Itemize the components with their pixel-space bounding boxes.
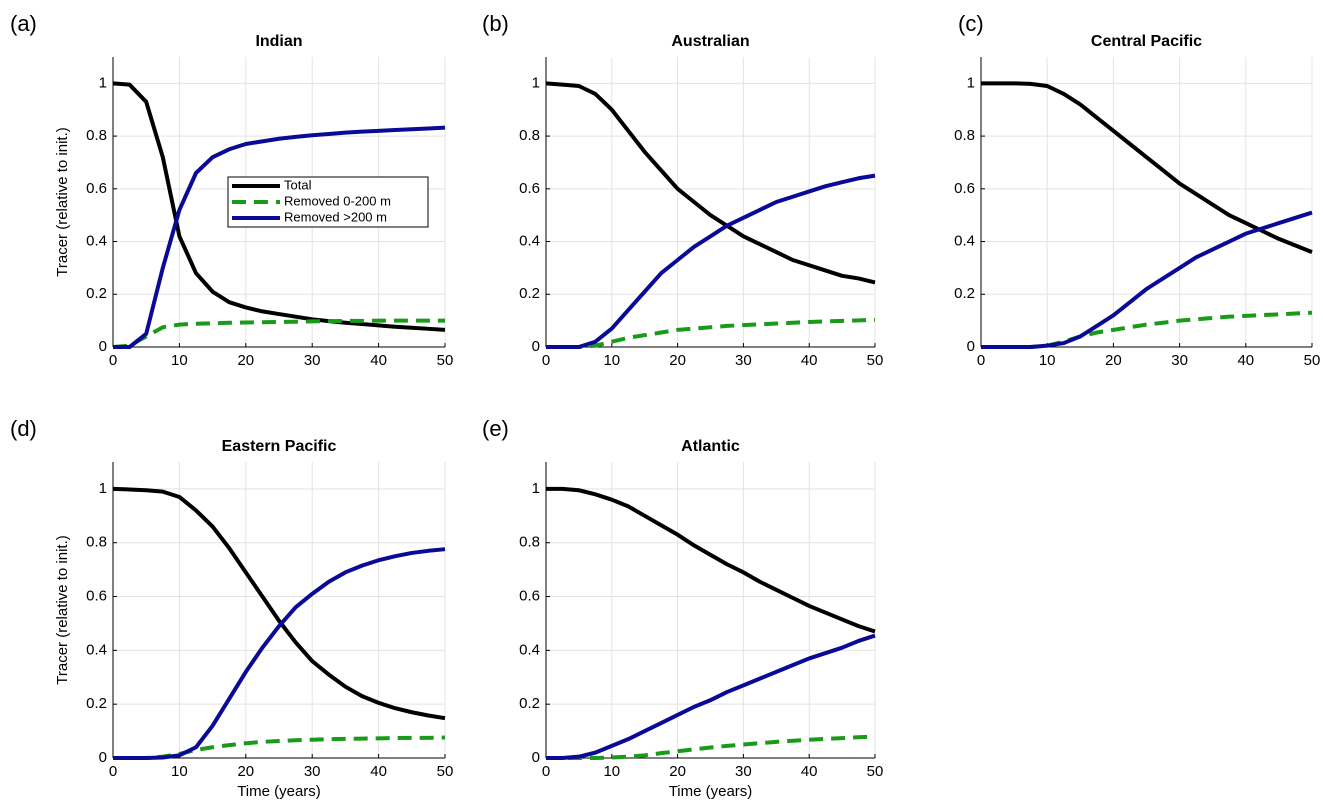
panel-label: (a) [10, 11, 37, 36]
data-line [545, 81, 876, 285]
x-tick-label: 0 [542, 763, 550, 780]
chart-title: Atlantic [681, 438, 740, 455]
x-tick-label: 30 [1171, 352, 1188, 369]
y-tick-label: 0.8 [519, 127, 540, 144]
y-tick-label: 0.8 [86, 534, 107, 551]
y-tick-label: 0.8 [86, 127, 107, 144]
x-tick-label: 0 [977, 352, 985, 369]
data-line [546, 734, 876, 760]
x-tick-label: 0 [109, 352, 117, 369]
y-tick-label: 0.6 [519, 180, 540, 197]
y-tick-label: 0.6 [519, 588, 540, 605]
data-line [112, 318, 445, 349]
chart-title: Australian [671, 33, 749, 50]
data-line [981, 310, 1313, 349]
data-line [546, 633, 876, 760]
x-tick-label: 30 [304, 763, 321, 780]
x-tick-label: 50 [437, 763, 454, 780]
data-line [113, 125, 446, 349]
data-line [113, 547, 446, 760]
y-tick-label: 0.4 [954, 233, 975, 250]
x-tick-label: 30 [735, 763, 752, 780]
x-tick-label: 20 [669, 352, 686, 369]
x-tick-label: 20 [1105, 352, 1122, 369]
x-tick-label: 40 [1237, 352, 1254, 369]
data-line [546, 317, 876, 349]
legend-label: Total [284, 177, 312, 192]
y-tick-label: 1 [532, 480, 540, 497]
chart-title: Central Pacific [1091, 33, 1202, 50]
x-tick-label: 20 [237, 763, 254, 780]
y-tick-label: 1 [532, 74, 540, 91]
y-tick-label: 0.4 [519, 233, 540, 250]
y-tick-label: 0 [967, 338, 975, 355]
x-tick-label: 50 [867, 763, 884, 780]
y-tick-label: 0.6 [86, 588, 107, 605]
data-line [546, 173, 876, 349]
y-tick-label: 0 [99, 338, 107, 355]
y-tick-label: 0.2 [519, 285, 540, 302]
x-axis-label: Time (years) [669, 783, 753, 800]
x-tick-label: 30 [735, 352, 752, 369]
x-tick-label: 20 [237, 352, 254, 369]
y-tick-label: 0.6 [954, 180, 975, 197]
y-axis-label: Tracer (relative to init.) [54, 535, 71, 684]
panel-label: (d) [10, 416, 37, 441]
data-line [112, 81, 446, 332]
y-tick-label: 0.2 [519, 695, 540, 712]
x-tick-label: 10 [171, 763, 188, 780]
x-tick-label: 20 [669, 763, 686, 780]
x-tick-label: 50 [867, 352, 884, 369]
x-tick-label: 10 [603, 352, 620, 369]
y-tick-label: 0.4 [86, 641, 107, 658]
data-line [981, 210, 1313, 349]
data-line [113, 735, 446, 760]
x-tick-label: 40 [370, 352, 387, 369]
x-tick-label: 10 [603, 763, 620, 780]
x-tick-label: 0 [542, 352, 550, 369]
y-axis-label: Tracer (relative to init.) [54, 127, 71, 276]
y-tick-label: 1 [99, 74, 107, 91]
x-tick-label: 10 [171, 352, 188, 369]
y-tick-label: 1 [967, 74, 975, 91]
x-tick-label: 0 [109, 763, 117, 780]
panel-label: (c) [958, 11, 984, 36]
chart-title: Indian [255, 33, 302, 50]
y-tick-label: 0.6 [86, 180, 107, 197]
y-tick-label: 0.8 [519, 534, 540, 551]
y-tick-label: 1 [99, 480, 107, 497]
y-tick-label: 0.2 [86, 285, 107, 302]
y-tick-label: 0 [532, 749, 540, 766]
legend-label: Removed >200 m [284, 209, 387, 224]
x-tick-label: 40 [370, 763, 387, 780]
x-tick-label: 50 [437, 352, 454, 369]
x-tick-label: 30 [304, 352, 321, 369]
y-tick-label: 0.4 [86, 233, 107, 250]
y-tick-label: 0 [99, 749, 107, 766]
x-tick-label: 40 [801, 352, 818, 369]
y-tick-label: 0.2 [86, 695, 107, 712]
legend-label: Removed 0-200 m [284, 193, 391, 208]
y-tick-label: 0 [532, 338, 540, 355]
y-tick-label: 0.2 [954, 285, 975, 302]
chart-title: Eastern Pacific [222, 438, 337, 455]
x-axis-label: Time (years) [237, 783, 321, 800]
panel-label: (e) [482, 416, 509, 441]
x-tick-label: 10 [1039, 352, 1056, 369]
y-tick-label: 0.4 [519, 641, 540, 658]
data-line [546, 486, 876, 634]
x-tick-label: 40 [801, 763, 818, 780]
y-tick-label: 0.8 [954, 127, 975, 144]
x-tick-label: 50 [1304, 352, 1321, 369]
panel-label: (b) [482, 11, 509, 36]
data-line [112, 486, 446, 721]
